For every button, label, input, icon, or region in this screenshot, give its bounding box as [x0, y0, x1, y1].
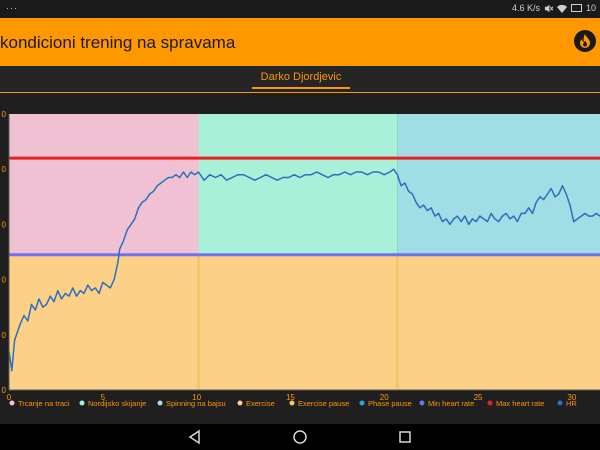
x-tick-label: 0 [7, 393, 12, 402]
y-tick-label: 0 [2, 110, 7, 119]
recents-icon[interactable] [397, 429, 413, 445]
legend-label: Nordijsko skijanje [88, 399, 146, 408]
legend-label: Trcanje na traci [18, 399, 70, 408]
status-bar: ··· 4.6 K/s 10 [0, 0, 600, 18]
legend-marker [237, 400, 243, 406]
legend-label: Exercise pause [298, 399, 349, 408]
legend-label: HR [566, 399, 577, 408]
x-tick-label: 25 [474, 393, 483, 402]
mute-icon [544, 4, 553, 12]
legend-marker [9, 400, 15, 406]
app-title: kondicioni trening na spravama [0, 33, 236, 52]
exercise-band [9, 254, 600, 390]
network-speed: 4.6 K/s [511, 3, 540, 13]
home-icon[interactable] [292, 429, 308, 445]
y-tick-label: 0 [2, 276, 7, 285]
legend-label: Min heart rate [428, 399, 474, 408]
legend-marker [557, 400, 563, 406]
battery-icon [570, 4, 582, 12]
legend-marker [419, 400, 425, 406]
exercise-pause-band [196, 254, 200, 390]
status-notification-dots: ··· [6, 3, 18, 13]
x-tick-label: 20 [380, 393, 389, 402]
exercise-pause-band [395, 254, 399, 390]
flame-icon[interactable] [574, 30, 596, 52]
legend-marker [79, 400, 85, 406]
legend-label: Exercise [246, 399, 275, 408]
navigation-bar [0, 424, 600, 450]
x-tick-label: 10 [192, 393, 201, 402]
wifi-icon [556, 4, 567, 13]
x-tick-label: 15 [286, 393, 295, 402]
legend-marker [289, 400, 295, 406]
app-bar: kondicioni trening na spravama [0, 18, 600, 66]
y-tick-label: 0 [2, 386, 7, 395]
phase-band [198, 114, 398, 255]
tab-athlete[interactable]: Darko Djordjevic [252, 71, 350, 89]
x-tick-label: 30 [567, 393, 576, 402]
y-tick-label: 0 [2, 331, 7, 340]
y-tick-label: 0 [2, 165, 7, 174]
legend-marker [359, 400, 365, 406]
legend-label: Spinning na bajsu [166, 399, 226, 408]
legend-label: Max heart rate [496, 399, 544, 408]
hr-series-line [8, 168, 600, 372]
legend-marker [157, 400, 163, 406]
phase-band [397, 114, 600, 255]
status-right-group: 4.6 K/s 10 [512, 3, 596, 13]
x-tick-label: 5 [101, 393, 106, 402]
legend-label: Phase pause [368, 399, 412, 408]
phase-band [9, 114, 199, 255]
back-icon[interactable] [187, 429, 203, 445]
legend-marker [487, 400, 493, 406]
tab-bar: Darko Djordjevic [0, 66, 600, 93]
y-tick-label: 0 [2, 220, 7, 229]
battery-level: 10 [585, 3, 596, 13]
